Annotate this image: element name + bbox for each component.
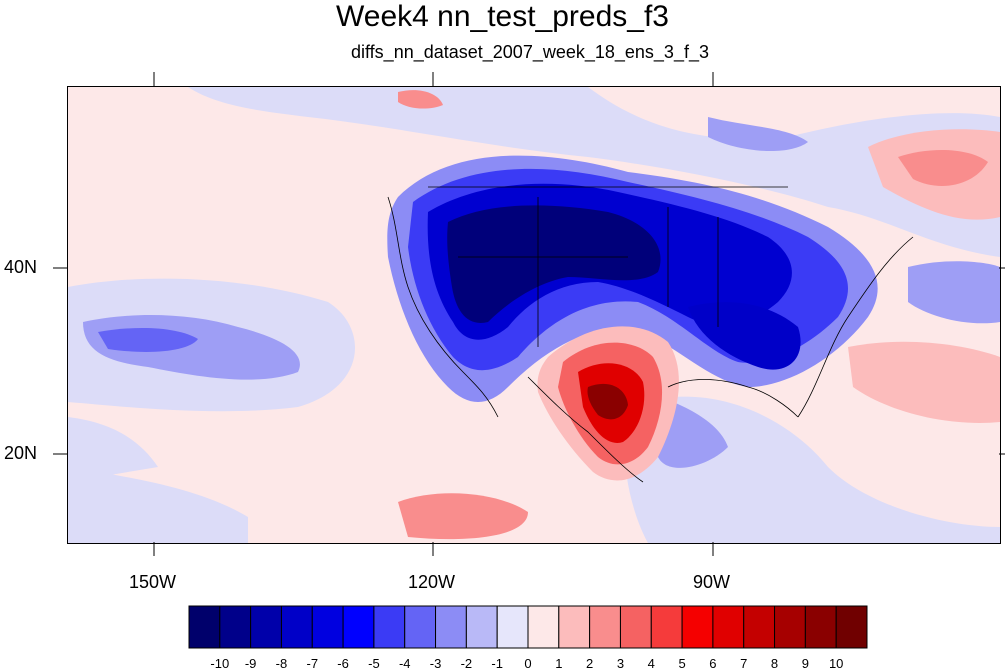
lon-label-150w: 150W — [129, 572, 177, 592]
coastline-lines — [387, 186, 914, 483]
us-blue-core — [447, 205, 661, 323]
map-title: Week4 nn_test_preds_f3 — [335, 0, 669, 33]
colorbar-label: 9 — [801, 656, 809, 671]
colorbar-label: -2 — [460, 656, 473, 671]
colorbar-box — [589, 605, 621, 649]
colorbar-label: 8 — [770, 656, 779, 671]
colorbar-box — [558, 605, 591, 649]
colorbar-label: -3 — [429, 656, 442, 671]
colorbar-box — [743, 605, 776, 649]
colorbar-label: 6 — [709, 656, 717, 671]
colorbar-box — [311, 605, 344, 649]
light-blue-north — [188, 87, 1000, 257]
light-blue-south — [68, 467, 248, 543]
colorbar-box — [342, 605, 375, 649]
colorbar-label: -10 — [210, 656, 230, 671]
colorbar-box — [619, 605, 652, 649]
colorbar-box — [465, 605, 498, 649]
colorbar-label: 10 — [828, 656, 844, 671]
mid-blue-pacific-core — [98, 327, 198, 352]
colorbar-label: -1 — [491, 656, 503, 671]
colorbar-box — [712, 605, 745, 649]
colorbar-box — [435, 605, 467, 649]
colorbar-box — [188, 605, 221, 649]
colorbar-label: 7 — [740, 656, 748, 671]
lat-label-20n: 20N — [4, 443, 38, 463]
colorbar-box — [804, 605, 837, 649]
mid-blue-north — [708, 117, 808, 152]
colorbar-label: 0 — [524, 656, 532, 671]
map-subtitle: diffs_nn_dataset_2007_week_18_ens_3_f_3 — [351, 42, 709, 62]
colorbar — [188, 605, 868, 649]
se-blue — [688, 302, 801, 370]
red-pacific-south — [398, 493, 528, 540]
red-north-small — [398, 90, 443, 109]
colorbar-label: -8 — [275, 656, 288, 671]
colorbar-box — [527, 605, 560, 649]
mid-blue-atlantic — [908, 261, 1000, 324]
map-plot-area — [67, 86, 1001, 544]
colorbar-label: 1 — [555, 656, 563, 671]
colorbar-box — [219, 605, 252, 649]
colorbar-box — [496, 605, 529, 649]
red-core — [587, 383, 628, 420]
colorbar-box — [774, 605, 806, 649]
red-atlantic-east — [848, 341, 1000, 423]
lon-label-90w: 90W — [693, 572, 731, 592]
colorbar-label: -4 — [398, 656, 411, 671]
colorbar-label: 2 — [586, 656, 594, 671]
colorbar-label: -5 — [368, 656, 380, 671]
colorbar-box — [681, 605, 714, 649]
colorbar-label: 5 — [678, 656, 686, 671]
colorbar-box — [373, 605, 406, 649]
colorbar-label: 4 — [647, 656, 655, 671]
colorbar-box — [650, 605, 683, 649]
lon-label-120w: 120W — [408, 572, 456, 592]
anomaly-map — [68, 87, 1000, 543]
colorbar-box — [250, 605, 282, 649]
light-blue-west-small — [68, 417, 158, 482]
colorbar-box — [404, 605, 437, 649]
colorbar-label: -9 — [244, 656, 257, 671]
colorbar-label: -7 — [306, 656, 319, 671]
red-north-east-core — [898, 150, 988, 186]
colorbar-label: -6 — [337, 656, 349, 671]
colorbar-label: 3 — [616, 656, 625, 671]
colorbar-box — [835, 605, 868, 649]
lat-label-40n: 40N — [4, 257, 38, 277]
colorbar-box — [280, 605, 313, 649]
